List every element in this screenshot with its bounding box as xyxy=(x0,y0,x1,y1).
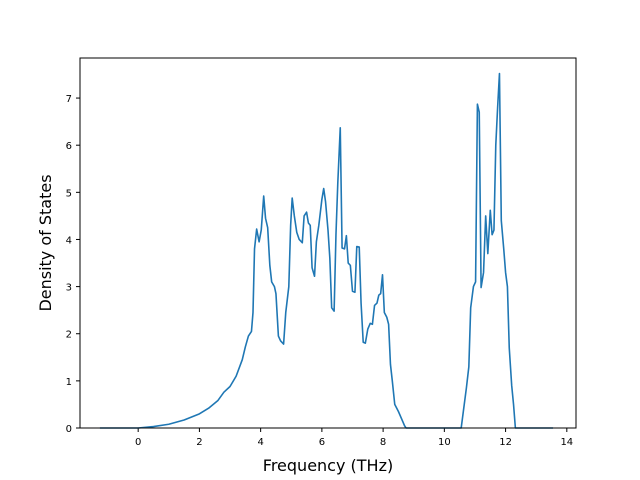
x-axis-label: Frequency (THz) xyxy=(263,456,393,475)
x-tick-label: 2 xyxy=(196,437,202,448)
y-tick-label: 4 xyxy=(66,235,72,246)
x-tick-label: 8 xyxy=(380,437,386,448)
x-tick-label: 10 xyxy=(438,437,451,448)
y-axis-ticks: 0 1 2 3 4 5 6 7 xyxy=(66,94,80,435)
y-tick-label: 7 xyxy=(66,94,72,105)
x-tick-label: 12 xyxy=(499,437,512,448)
x-axis-ticks: 0 2 4 6 8 10 12 14 xyxy=(135,428,573,448)
x-tick-label: 6 xyxy=(319,437,325,448)
x-tick-label: 4 xyxy=(257,437,263,448)
y-tick-label: 3 xyxy=(66,283,72,294)
y-tick-label: 0 xyxy=(66,424,72,435)
dos-series-line xyxy=(99,72,554,429)
y-tick-label: 1 xyxy=(66,377,72,388)
y-tick-label: 2 xyxy=(66,330,72,341)
plot-area-frame xyxy=(79,57,577,429)
y-tick-label: 5 xyxy=(66,188,72,199)
plot-area-border xyxy=(79,57,577,429)
x-tick-label: 14 xyxy=(560,437,573,448)
series-layer xyxy=(99,72,554,429)
x-tick-label: 0 xyxy=(135,437,141,448)
y-tick-label: 6 xyxy=(66,141,72,152)
y-axis-label: Density of States xyxy=(36,174,55,311)
